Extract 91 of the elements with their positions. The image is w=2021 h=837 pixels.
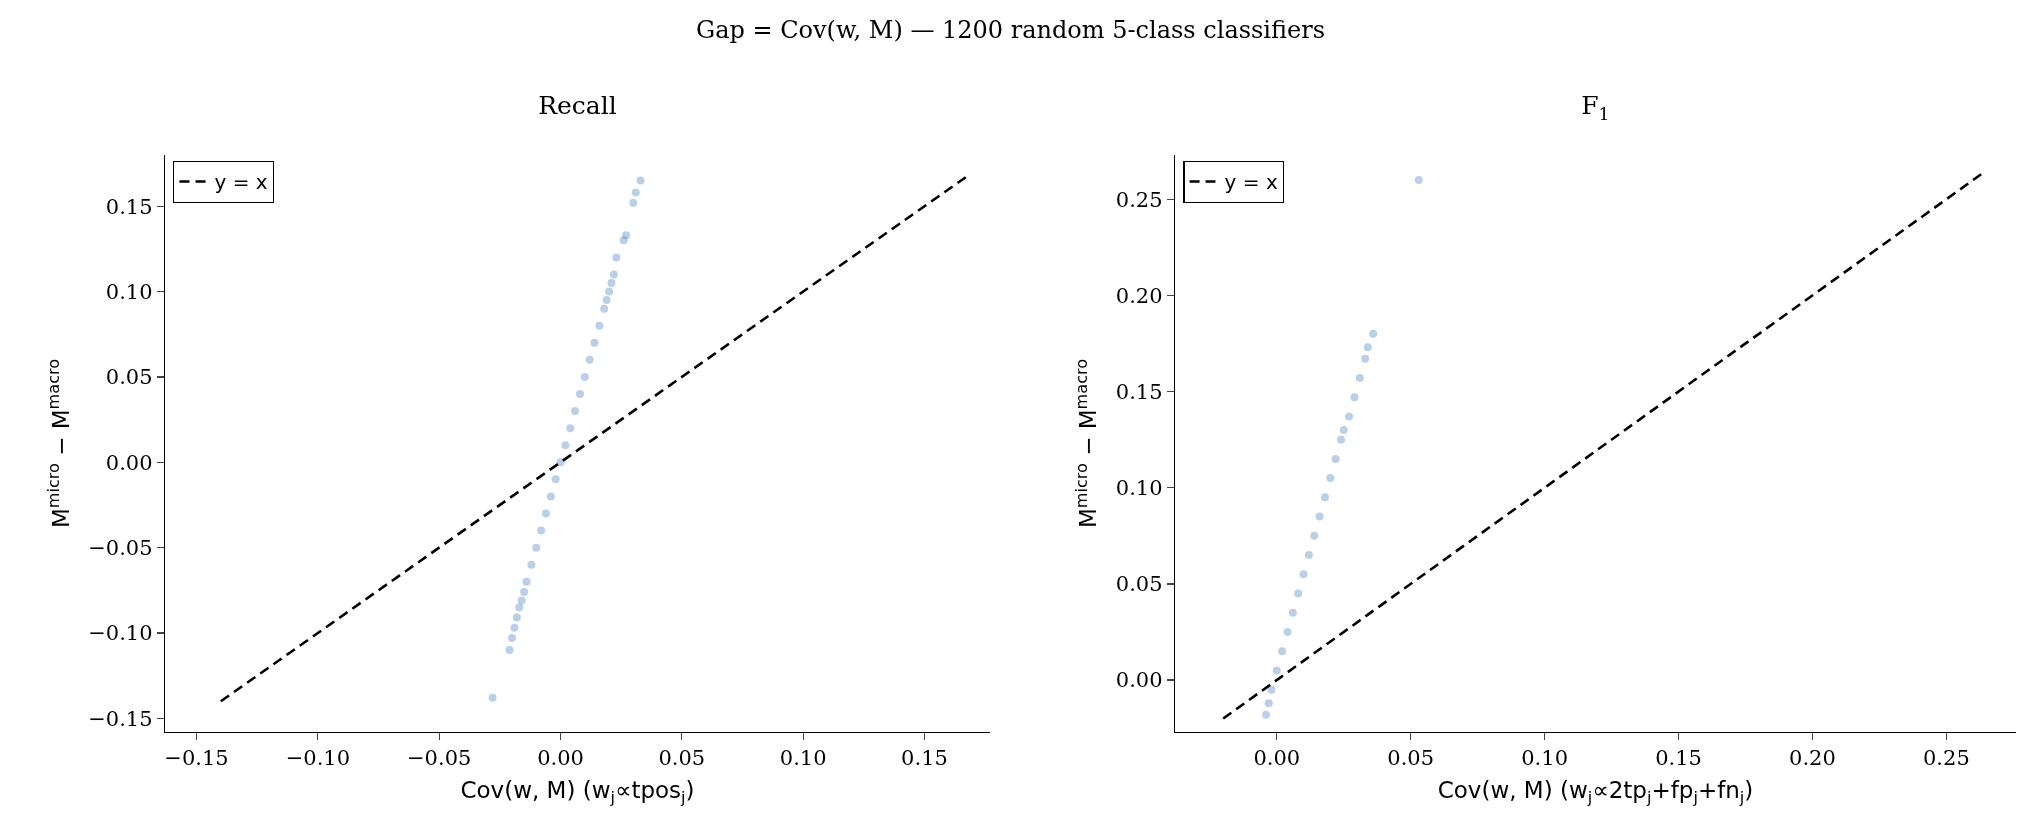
point bbox=[1345, 412, 1354, 421]
point bbox=[1283, 627, 1292, 636]
point bbox=[1355, 374, 1364, 383]
legend-label: y = x bbox=[214, 170, 268, 195]
point bbox=[505, 646, 514, 655]
point bbox=[1267, 685, 1276, 694]
x-tick-label: 0.05 bbox=[658, 746, 706, 771]
point bbox=[585, 355, 594, 364]
point bbox=[1339, 426, 1348, 435]
y-tick-label: 0.00 bbox=[1115, 668, 1163, 693]
point bbox=[605, 287, 614, 296]
x-tick-label: 0.20 bbox=[1789, 746, 1836, 771]
point bbox=[510, 623, 519, 632]
text: Cov(w, M) (w$_{j}$∝2tp$_{j}$+fp$_{j}$+fn$_{j}$) bbox=[1437, 776, 1754, 807]
point bbox=[1294, 589, 1303, 598]
text: Gap = Cov(w, M) — 1200 random 5-class classifiers bbox=[695, 16, 1326, 44]
point bbox=[1331, 454, 1340, 463]
chart-title: Recall bbox=[538, 91, 617, 121]
point bbox=[636, 176, 645, 185]
point bbox=[566, 424, 575, 433]
point bbox=[580, 372, 589, 381]
y-tick-label: −0.05 bbox=[88, 535, 153, 560]
point bbox=[575, 389, 584, 398]
point bbox=[1272, 666, 1281, 675]
point bbox=[1262, 710, 1271, 719]
point bbox=[1363, 343, 1372, 352]
point bbox=[571, 407, 580, 416]
point bbox=[532, 543, 541, 552]
point bbox=[507, 634, 516, 643]
point bbox=[1315, 512, 1324, 521]
point bbox=[622, 231, 631, 240]
x-axis-title: Cov(w, M) (w$_{j}$∝tpos$_{j}$) bbox=[460, 776, 695, 807]
x-tick-label: 0.10 bbox=[779, 746, 827, 771]
chart-title: F$_{1}$ bbox=[1581, 91, 1610, 124]
point bbox=[1369, 329, 1378, 338]
point bbox=[1304, 551, 1313, 560]
point bbox=[517, 596, 526, 605]
point bbox=[1350, 393, 1359, 402]
point bbox=[1288, 608, 1297, 617]
point bbox=[1264, 699, 1273, 708]
point bbox=[512, 613, 521, 622]
point bbox=[629, 198, 638, 207]
x-tick-label: 0.10 bbox=[1521, 746, 1568, 771]
point bbox=[590, 338, 599, 347]
point bbox=[1299, 570, 1308, 579]
y-tick-label: 0.00 bbox=[105, 450, 153, 475]
point bbox=[1278, 647, 1287, 656]
point bbox=[1320, 493, 1329, 502]
point bbox=[612, 253, 621, 262]
point bbox=[522, 577, 531, 586]
point bbox=[537, 526, 546, 535]
point bbox=[1414, 176, 1423, 184]
point bbox=[561, 441, 570, 450]
x-tick-label: −0.10 bbox=[285, 746, 351, 771]
point bbox=[595, 321, 604, 330]
y-tick-label: −0.10 bbox=[88, 621, 153, 646]
point bbox=[607, 279, 616, 288]
point bbox=[527, 560, 536, 569]
point bbox=[609, 270, 618, 279]
point bbox=[1361, 354, 1370, 363]
x-tick-label: 0.05 bbox=[1387, 746, 1435, 771]
x-tick-label: 0.15 bbox=[901, 746, 948, 771]
x-tick-label: 0.00 bbox=[1253, 746, 1301, 771]
x-tick-label: −0.15 bbox=[164, 746, 229, 771]
y-tick-label: 0.10 bbox=[1115, 476, 1163, 501]
y-tick-label: 0.20 bbox=[1115, 283, 1163, 308]
point bbox=[1326, 474, 1335, 483]
y-tick-label: 0.15 bbox=[105, 194, 153, 219]
x-tick-label: 0.15 bbox=[1655, 746, 1702, 771]
x-tick-label: 0.25 bbox=[1922, 746, 1970, 771]
y-tick-label: 0.15 bbox=[1115, 379, 1163, 404]
legend-label: y = x bbox=[1224, 170, 1278, 195]
y-tick-label: −0.15 bbox=[88, 706, 153, 731]
point bbox=[488, 693, 497, 702]
y-tick-label: 0.05 bbox=[105, 365, 153, 390]
point bbox=[515, 603, 524, 612]
x-tick-label: 0.00 bbox=[537, 746, 584, 771]
point bbox=[602, 296, 611, 305]
point bbox=[1337, 435, 1346, 444]
point bbox=[546, 492, 555, 501]
point bbox=[551, 475, 560, 484]
y-tick-label: 0.05 bbox=[1115, 572, 1163, 597]
point bbox=[520, 588, 529, 597]
point bbox=[541, 509, 550, 518]
y-tick-label: 0.25 bbox=[1115, 187, 1163, 212]
point bbox=[600, 304, 609, 313]
x-tick-label: −0.05 bbox=[407, 746, 472, 771]
y-tick-label: 0.10 bbox=[105, 279, 153, 304]
point bbox=[1310, 531, 1319, 540]
point bbox=[631, 188, 640, 197]
point bbox=[556, 458, 565, 467]
